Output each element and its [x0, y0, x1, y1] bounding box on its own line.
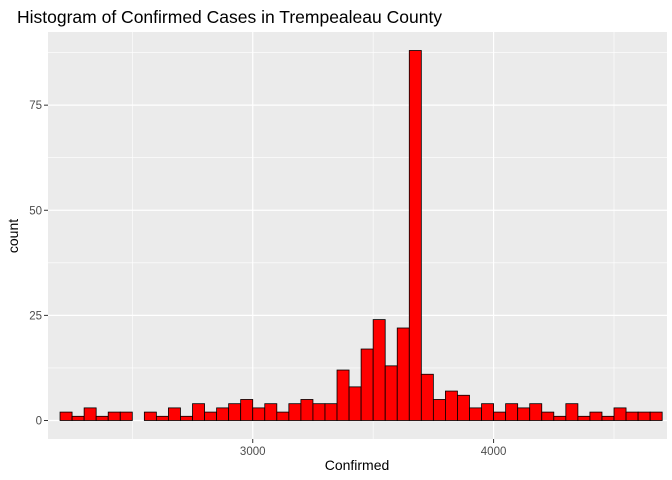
y-tick-label: 25: [29, 310, 42, 322]
histogram-bar: [336, 369, 350, 421]
histogram-bar: [180, 415, 193, 421]
plot-panel: [48, 32, 667, 439]
histogram-bar: [324, 403, 338, 421]
histogram-bar: [589, 411, 603, 421]
y-tick-label: 75: [29, 100, 42, 112]
histogram-bar: [625, 411, 639, 421]
histogram-bar: [360, 348, 374, 421]
histogram-bar: [192, 403, 205, 421]
x-axis-title: Confirmed: [325, 457, 390, 473]
histogram-bar: [71, 415, 85, 421]
histogram-bar: [408, 50, 422, 421]
histogram-bars: [59, 50, 663, 421]
y-axis-title: count: [5, 219, 21, 253]
histogram-bar: [276, 411, 290, 421]
histogram-bar: [577, 415, 591, 421]
histogram-bar: [541, 411, 555, 421]
histogram-bar: [432, 399, 446, 421]
minor-gridlines: [48, 32, 667, 439]
histogram-bar: [372, 319, 386, 421]
histogram-bar: [396, 327, 410, 421]
histogram-bar: [457, 394, 470, 421]
histogram-bar: [384, 365, 398, 421]
chart-title: Histogram of Confirmed Cases in Trempeal…: [17, 7, 442, 27]
histogram-bar: [637, 411, 651, 421]
histogram-bar: [119, 411, 133, 421]
histogram-bar: [155, 415, 169, 421]
histogram-bar: [613, 407, 627, 421]
histogram-bar: [143, 411, 157, 421]
histogram-bar: [649, 411, 663, 421]
histogram-bar: [216, 407, 230, 421]
y-tick-label: 50: [29, 205, 42, 217]
histogram-bar: [565, 403, 579, 421]
histogram-bar: [95, 415, 109, 421]
histogram-bar: [59, 411, 73, 421]
y-tick-label: 0: [36, 416, 42, 428]
histogram-bar: [312, 403, 326, 421]
histogram-bar: [469, 407, 482, 421]
histogram-bar: [107, 411, 121, 421]
histogram-bar: [445, 390, 458, 421]
histogram-bar: [252, 407, 266, 421]
histogram-bar: [240, 399, 254, 421]
histogram-bar: [517, 407, 531, 421]
y-axis: 0 25 50 75: [29, 100, 48, 428]
x-axis: 3000 4000: [240, 439, 506, 458]
histogram-bar: [300, 399, 314, 421]
histogram-bar: [204, 411, 217, 421]
x-tick-label: 3000: [240, 446, 266, 458]
histogram-bar: [348, 386, 362, 421]
histogram-bar: [228, 403, 242, 421]
x-tick-label: 4000: [481, 446, 507, 458]
histogram-bar: [493, 411, 507, 421]
histogram-bar: [601, 415, 615, 421]
histogram-bar: [288, 403, 302, 421]
histogram-bar: [505, 403, 519, 421]
histogram-bar: [420, 373, 434, 421]
histogram-bar: [168, 407, 181, 421]
histogram-bar: [264, 403, 278, 421]
histogram-bar: [481, 403, 494, 421]
histogram-bar: [83, 407, 97, 421]
histogram-bar: [553, 415, 567, 421]
histogram-bar: [529, 403, 543, 421]
